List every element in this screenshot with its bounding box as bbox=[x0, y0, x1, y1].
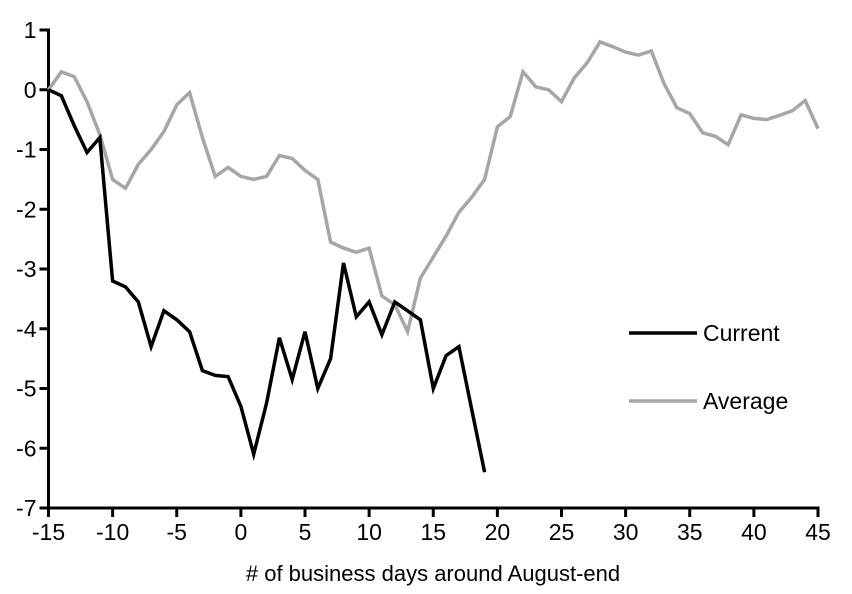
y-tick-label: -4 bbox=[16, 316, 37, 342]
plot-area: 10-1-2-3-4-5-6-7-15 -10 -5 0 5 10 15 20 25 30 35 40… bbox=[16, 17, 831, 545]
x-tick-label: 45 bbox=[805, 519, 831, 545]
x-tick-label: -10 bbox=[96, 519, 129, 545]
x-tick-label: 30 bbox=[613, 519, 639, 545]
x-tick-label: 5 bbox=[299, 519, 312, 545]
y-tick-label: -7 bbox=[16, 495, 36, 521]
x-axis-title: # of business days around August-end bbox=[246, 561, 620, 586]
x-tick-label: -5 bbox=[167, 519, 187, 545]
y-tick-label: -5 bbox=[16, 376, 36, 402]
x-tick-label: 15 bbox=[420, 519, 446, 545]
x-tick-label: 10 bbox=[356, 519, 382, 545]
x-tick-label: 40 bbox=[741, 519, 767, 545]
legend: Current Average bbox=[629, 320, 788, 414]
y-tick-label: -3 bbox=[16, 256, 36, 282]
y-tick-label: 0 bbox=[24, 77, 37, 103]
x-tick-label: 35 bbox=[677, 519, 703, 545]
average-series-line bbox=[47, 39, 820, 337]
y-tick-label: -6 bbox=[16, 435, 36, 461]
current-series-line bbox=[47, 88, 487, 473]
x-tick-label: 0 bbox=[234, 519, 247, 545]
y-tick-label: 1 bbox=[24, 17, 37, 43]
x-tick-label: 20 bbox=[485, 519, 511, 545]
x-tick-label: -15 bbox=[32, 519, 65, 545]
y-tick-label: -2 bbox=[16, 196, 36, 222]
y-tick-label: -1 bbox=[16, 137, 36, 163]
x-tick-label: 25 bbox=[549, 519, 575, 545]
legend-current-label: Current bbox=[703, 320, 780, 346]
legend-average-label: Average bbox=[703, 388, 788, 414]
